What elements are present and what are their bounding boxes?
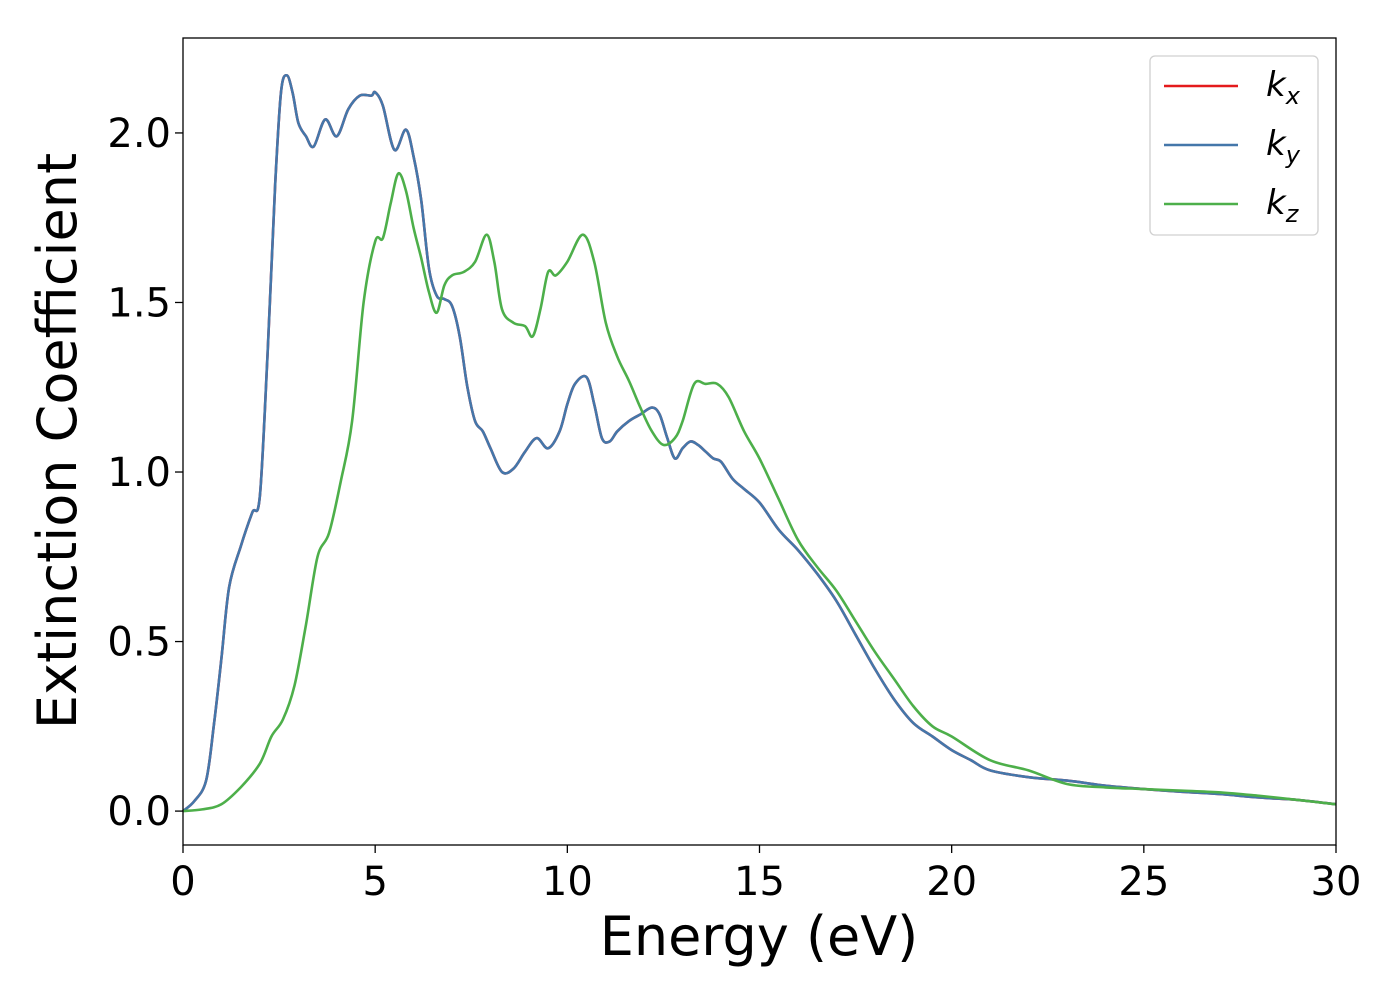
legend-label-x: kx (1266, 65, 1301, 110)
legend: kx ky kz (1149, 55, 1319, 236)
y-tick-label: 1.5 (107, 280, 171, 326)
series-line-y (182, 73, 1337, 813)
x-tick-label: 5 (362, 859, 387, 905)
x-axis: 0 5 10 15 20 25 30 (170, 845, 1361, 905)
x-tick-label: 30 (1311, 859, 1362, 905)
plot-area (183, 38, 1336, 845)
y-axis: 0.0 0.5 1.0 1.5 2.0 (107, 111, 183, 835)
y-tick-label: 2.0 (107, 111, 171, 157)
x-tick-label: 15 (734, 859, 785, 905)
x-tick-label: 0 (170, 859, 195, 905)
y-tick-label: 0.0 (107, 789, 171, 835)
y-axis-label: Extinction Coefficient (26, 153, 89, 729)
series-layer (182, 73, 1337, 813)
series-line-z (182, 172, 1337, 813)
y-tick-label: 0.5 (107, 620, 171, 666)
y-tick-label: 1.0 (107, 450, 171, 496)
legend-label-z: kz (1266, 183, 1300, 228)
legend-label-y: ky (1266, 124, 1301, 169)
x-tick-label: 25 (1118, 859, 1169, 905)
x-axis-label: Energy (eV) (600, 905, 919, 968)
x-tick-label: 20 (926, 859, 977, 905)
x-tick-label: 10 (542, 859, 593, 905)
